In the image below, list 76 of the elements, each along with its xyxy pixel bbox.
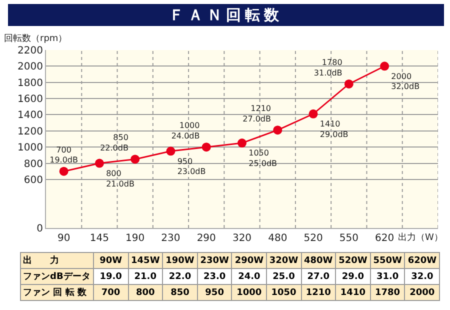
- data-label: 850 22.0dB: [100, 133, 128, 153]
- text: 2000: [404, 284, 440, 300]
- chart-title: ＦＡＮ回転数: [8, 4, 444, 26]
- data-label: 950 23.0dB: [177, 156, 206, 176]
- y-tick-label: 1000: [18, 142, 43, 154]
- text: 1000: [232, 284, 266, 300]
- y-tick-label: 1800: [18, 78, 43, 89]
- text: ファン 回 転 数: [20, 284, 94, 300]
- point: [59, 166, 68, 176]
- point: [308, 109, 318, 118]
- text: 23.0: [197, 268, 232, 284]
- data-label: 1210 27.0dB: [242, 104, 272, 124]
- text: 22.0: [162, 268, 198, 284]
- text: 32.0: [404, 268, 440, 284]
- y-tick-label: 1200: [18, 126, 43, 138]
- point: [238, 138, 246, 148]
- data-label: 700 19.0dB: [50, 145, 78, 165]
- text: ファンdBデータ: [20, 268, 94, 284]
- text: 出 力: [20, 252, 94, 268]
- text: 31.0: [370, 268, 405, 284]
- y-tick-label: 2000: [18, 62, 43, 73]
- x-tick-label: 145: [90, 233, 109, 244]
- x-tick-label: 290: [196, 233, 216, 244]
- point: [94, 158, 104, 168]
- text: 620W: [404, 252, 440, 268]
- y-tick-label: 2200: [18, 46, 43, 56]
- text: 800: [128, 284, 163, 300]
- y-tick-label: 1600: [18, 94, 43, 106]
- text: 230W: [197, 252, 232, 268]
- text: 320W: [266, 252, 302, 268]
- text: 520W: [336, 252, 370, 268]
- text: 950: [197, 284, 232, 300]
- point: [166, 146, 176, 156]
- text: 27.0: [301, 268, 336, 284]
- x-tick-label: 550: [339, 233, 358, 244]
- x-tick-label: 320: [232, 233, 252, 244]
- text: 850: [162, 284, 198, 300]
- x-tick-label: 620: [375, 233, 394, 244]
- text: 700: [94, 284, 128, 300]
- text: 290W: [232, 252, 266, 268]
- text: 21.0: [128, 268, 163, 284]
- data-label: 2000 32.0dB: [391, 72, 420, 92]
- data-label: 800 21.0dB: [106, 168, 134, 188]
- text: 1410: [336, 284, 370, 300]
- text: 29.0: [336, 268, 370, 284]
- text: 24.0: [232, 268, 266, 284]
- x-tick-label: 480: [268, 233, 288, 244]
- data-label: 1780 31.0dB: [314, 58, 342, 78]
- x-axis-title: 出力（W）: [398, 232, 443, 243]
- text: 480W: [301, 252, 336, 268]
- text: 90W: [94, 252, 128, 268]
- text: 1210: [301, 284, 336, 300]
- y-tick-label: 1400: [18, 110, 43, 122]
- x-tick-label: 190: [126, 233, 145, 244]
- text: 550W: [370, 252, 405, 268]
- text: 19.0: [94, 268, 128, 284]
- data-label: 1410 29.0dB: [320, 120, 348, 139]
- data-label: 1000 24.0dB: [171, 121, 200, 140]
- text: 190W: [162, 252, 198, 268]
- point: [380, 62, 390, 71]
- point: [273, 126, 282, 135]
- y-tick-label: 600: [24, 174, 43, 186]
- point: [130, 154, 140, 164]
- point: [202, 142, 211, 152]
- x-tick-label: 230: [161, 233, 180, 244]
- text: 1780: [370, 284, 405, 300]
- text: 1050: [266, 284, 302, 300]
- point: [344, 79, 354, 88]
- data-label: 1050 25.0dB: [248, 148, 278, 168]
- y-tick-label: 800: [24, 158, 43, 170]
- y-axis-title: 回転数（rpm）: [4, 33, 68, 44]
- x-tick-label: 90: [57, 233, 70, 244]
- y-tick-label: 0: [36, 224, 43, 234]
- text: 145W: [128, 252, 163, 268]
- text: 25.0: [266, 268, 302, 284]
- x-tick-label: 520: [304, 233, 323, 244]
